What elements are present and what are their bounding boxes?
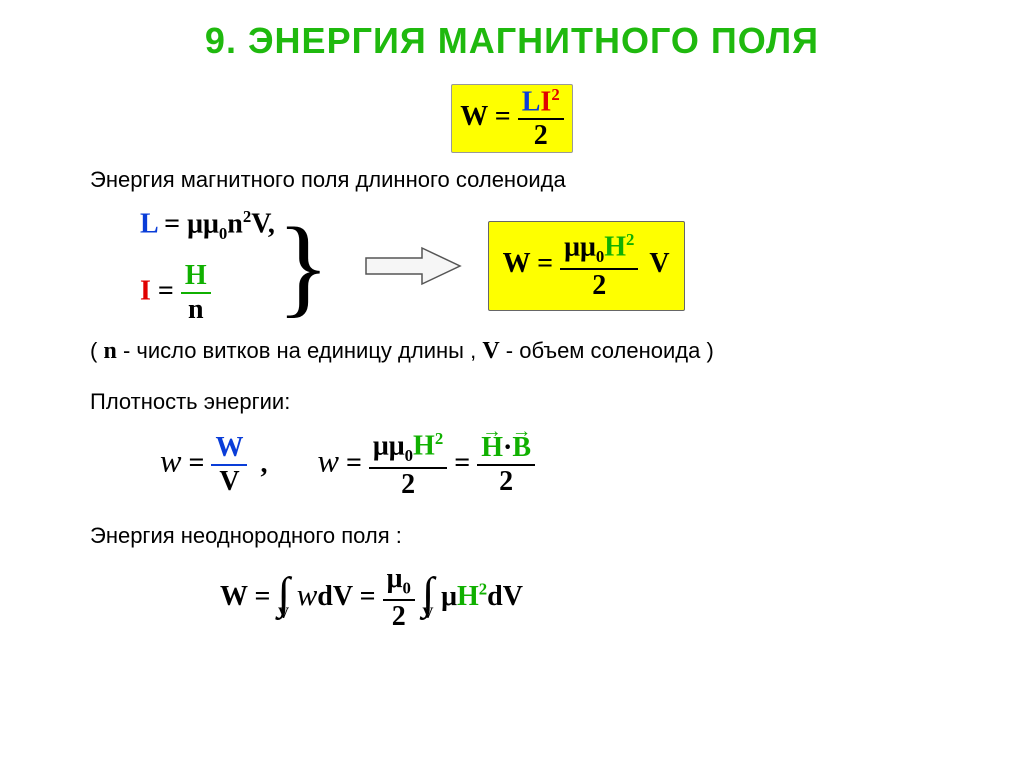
sym-den: 2 (530, 120, 552, 150)
res-sub0: 0 (596, 247, 604, 266)
int-den: 2 (388, 601, 410, 631)
L-n: n (227, 209, 243, 240)
int-w: w (297, 578, 318, 612)
int-sub0: 0 (402, 579, 410, 598)
I-formula: I = H n (140, 262, 275, 324)
derivation-row: L = μμ0n2V, I = H n } W = (140, 207, 984, 324)
brace-icon: } (277, 222, 330, 310)
res-H: H (604, 231, 626, 262)
res-W: W (503, 248, 531, 279)
d2-Hsq: 2 (435, 429, 443, 448)
note-line: ( n - число витков на единицу длины , V … (90, 338, 984, 365)
int-H: H (457, 581, 479, 612)
int-mu2: μ (441, 581, 457, 612)
I-den-n: n (184, 294, 208, 324)
top-energy-formula: W = LI2 2 (40, 84, 984, 153)
note-V: V (482, 338, 499, 364)
energy-density-label: Плотность энергии: (90, 389, 984, 415)
d2-eq: = (346, 448, 362, 479)
I-eq: = (158, 276, 174, 307)
L-formula: L = μμ0n2V, (140, 207, 275, 244)
d1-w: w (160, 443, 181, 479)
sym-W: W (460, 101, 488, 132)
sym-I: I (540, 86, 551, 117)
int-mu: μ (387, 563, 403, 594)
density-formula-1: w = W V , (160, 434, 267, 496)
int-dV2: dV (487, 581, 523, 612)
sym-L2: L (140, 209, 157, 240)
result-formula-box: W = μμ0H2 2 V (488, 221, 685, 311)
integral-formula: W = ∫ V wdV = μ0 2 ∫ V μH2dV (220, 565, 984, 631)
int-eq: = (255, 581, 271, 612)
inhomogeneous-label: Энергия неоднородного поля : (90, 523, 984, 549)
res-Hsq: 2 (626, 230, 634, 249)
L-V: V, (251, 209, 275, 240)
I-num-H: H (181, 262, 211, 294)
d1-W: W (211, 434, 247, 466)
sym-sq: 2 (551, 85, 559, 104)
solenoid-energy-label: Энергия магнитного поля длинного соленои… (90, 167, 984, 193)
d2-den: 2 (397, 469, 419, 499)
d2-mumu: μμ (373, 431, 405, 462)
res-V: V (649, 248, 669, 279)
L-rhs: = μμ (164, 209, 219, 240)
int-V1: V (278, 608, 289, 620)
int-dV: dV (317, 581, 352, 612)
note-open: ( (90, 338, 103, 363)
note-txt1: - число витков на единицу длины , (123, 338, 482, 363)
arrow-right-icon (364, 244, 464, 288)
density-formula-2: w = μμ0H2 2 = H·B 2 (317, 431, 535, 499)
res-den: 2 (588, 270, 610, 300)
d1-eq: = (188, 448, 204, 479)
d2-Hvec: H (481, 434, 503, 462)
int-Hsq: 2 (479, 579, 487, 598)
d2-Bvec: B (512, 434, 531, 462)
sym-I2: I (140, 276, 151, 307)
d2-w: w (317, 443, 338, 479)
L-sq: 2 (243, 207, 251, 226)
d1-V: V (215, 466, 243, 496)
d1-comma: , (260, 448, 267, 479)
d2-eq2: = (454, 448, 470, 479)
d2-sub0: 0 (405, 446, 413, 465)
int-V2: V (422, 608, 433, 620)
slide-content: W = LI2 2 Энергия магнитного поля длинно… (0, 62, 1024, 641)
d2-den2: 2 (495, 466, 517, 496)
note-txt2: - объем соленоида ) (506, 338, 714, 363)
sym-eq: = (495, 101, 511, 132)
d2-H: H (413, 431, 435, 462)
res-eq: = (537, 248, 553, 279)
density-formulas-row: w = W V , w = μμ0H2 2 = H·B 2 (160, 431, 984, 499)
page-title: 9. ЭНЕРГИЯ МАГНИТНОГО ПОЛЯ (0, 0, 1024, 62)
L-sub0: 0 (219, 224, 227, 243)
note-n: n (103, 338, 116, 364)
int-W: W (220, 581, 248, 612)
int-eq2: = (360, 581, 376, 612)
sym-L: L (522, 86, 541, 117)
res-mumu: μμ (564, 231, 596, 262)
